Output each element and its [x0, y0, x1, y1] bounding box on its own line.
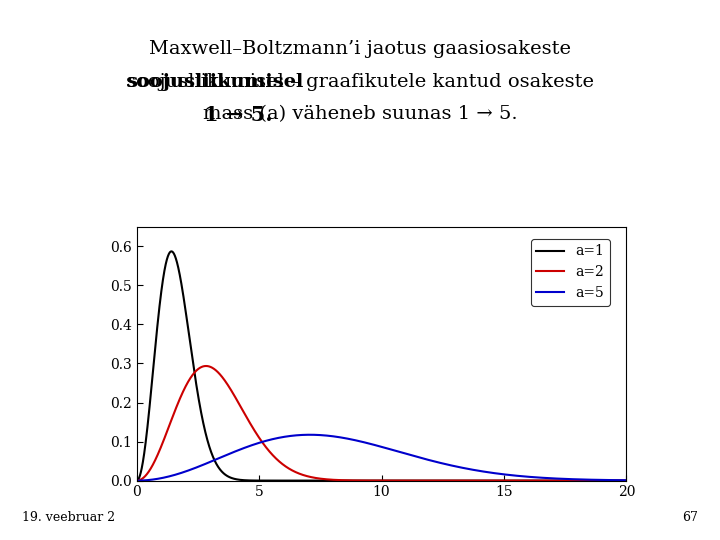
- Line: a=1: a=1: [137, 252, 626, 481]
- a=5: [622, 477, 631, 483]
- a=1: [189, 359, 197, 365]
- a=2: [217, 374, 226, 380]
- a=5: [320, 432, 329, 438]
- a=2: [622, 477, 631, 484]
- a=5: [560, 476, 569, 482]
- a=5: [189, 465, 197, 472]
- a=2: [613, 477, 621, 484]
- Text: 1 → 5.: 1 → 5.: [204, 105, 272, 125]
- a=5: [132, 477, 141, 484]
- Text: soojusliikumisel – graafikutele kantud osakeste: soojusliikumisel – graafikutele kantud o…: [126, 73, 594, 91]
- a=1: [320, 477, 329, 484]
- Text: soojusliikumisel: soojusliikumisel: [126, 73, 303, 91]
- a=1: [622, 477, 631, 484]
- a=2: [189, 372, 197, 378]
- Text: 19. veebruar 2: 19. veebruar 2: [22, 511, 114, 524]
- a=2: [202, 363, 210, 369]
- a=2: [560, 477, 569, 484]
- a=2: [341, 477, 350, 483]
- a=1: [132, 477, 141, 484]
- Text: mass (a) väheneb suunas 1 → 5.: mass (a) väheneb suunas 1 → 5.: [203, 105, 517, 123]
- a=5: [305, 431, 314, 438]
- a=1: [560, 477, 569, 484]
- Line: a=2: a=2: [137, 366, 626, 481]
- Text: 67: 67: [683, 511, 698, 524]
- a=5: [217, 454, 226, 460]
- Line: a=5: a=5: [137, 435, 626, 481]
- a=1: [613, 477, 621, 484]
- a=2: [132, 477, 141, 484]
- a=5: [613, 477, 621, 483]
- a=5: [341, 435, 350, 442]
- Text: Maxwell–Boltzmann’i jaotus gaasiosakeste: Maxwell–Boltzmann’i jaotus gaasiosakeste: [149, 40, 571, 58]
- a=2: [320, 476, 329, 482]
- Legend: a=1, a=2, a=5: a=1, a=2, a=5: [531, 239, 610, 306]
- a=1: [167, 248, 176, 255]
- a=1: [217, 468, 226, 475]
- a=1: [341, 477, 350, 484]
